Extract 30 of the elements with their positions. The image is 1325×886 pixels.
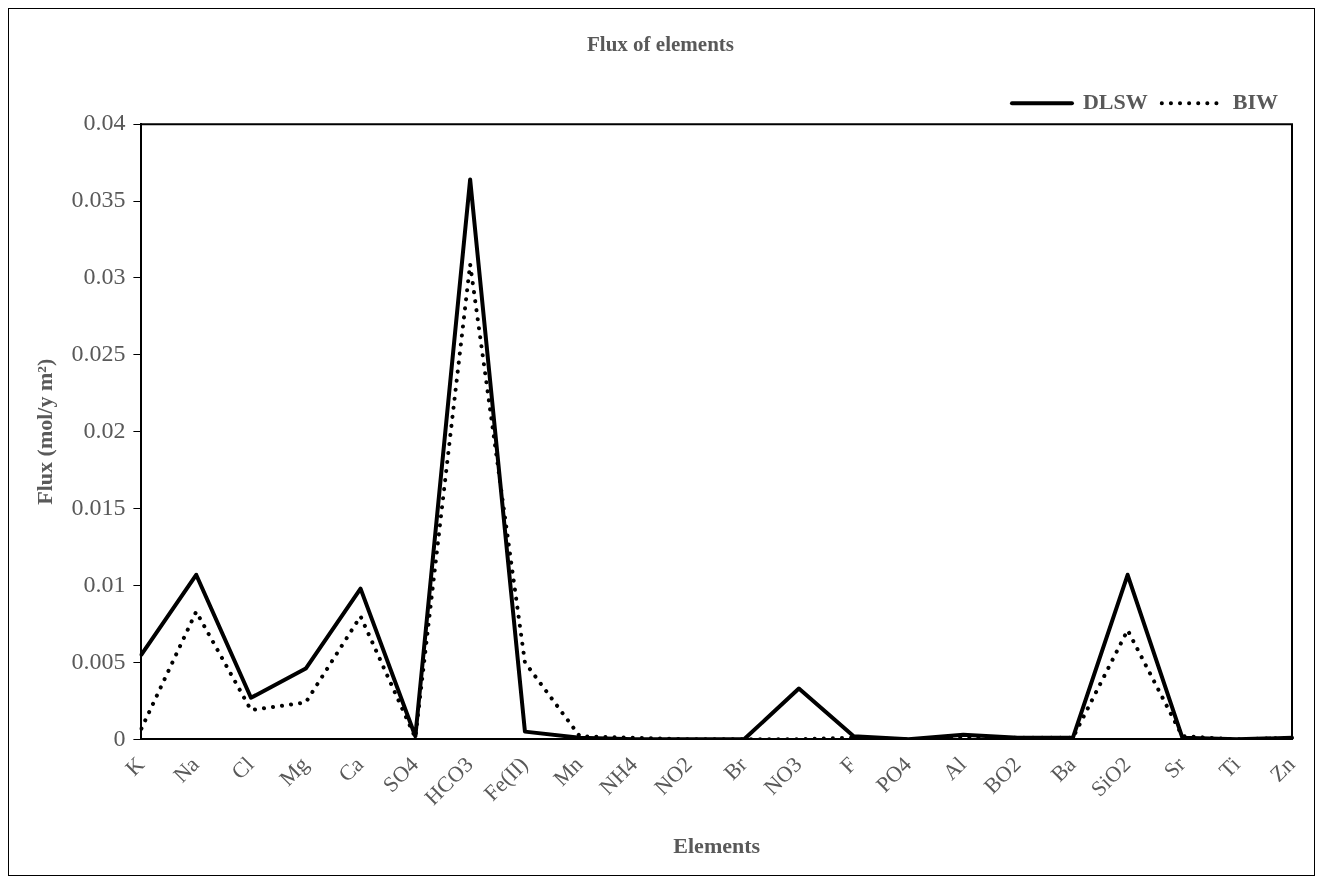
- x-tick-label: Mg: [274, 751, 314, 791]
- x-tick-label: Br: [718, 751, 753, 785]
- x-tick-label: Zn: [1264, 751, 1300, 787]
- legend-label: DLSW: [1082, 88, 1148, 114]
- y-tick-label: 0: [113, 724, 126, 751]
- chart-title: Flux of elements: [587, 32, 734, 57]
- x-tick-label: BO2: [978, 751, 1026, 799]
- y-tick-label: 0.025: [71, 340, 126, 367]
- y-tick-label: 0.01: [83, 570, 126, 597]
- y-tick-label: 0.03: [83, 263, 126, 290]
- x-tick-label: Ti: [1213, 751, 1245, 783]
- y-axis-title: Flux (mol/y m²): [31, 358, 57, 505]
- x-axis-title: Elements: [673, 833, 761, 859]
- x-tick-label: Cl: [226, 751, 259, 784]
- x-tick-label: Mn: [548, 751, 588, 791]
- y-tick-label: 0.005: [71, 647, 126, 674]
- y-tick-label: 0.015: [71, 493, 126, 520]
- x-tick-label: K: [120, 751, 150, 781]
- y-tick-label: 0.02: [83, 417, 126, 444]
- x-tick-label: Al: [937, 751, 971, 785]
- y-tick-label: 0.035: [71, 186, 126, 213]
- x-tick-label: Sr: [1158, 751, 1191, 784]
- y-tick-label: 0.04: [83, 109, 126, 136]
- x-tick-label: PO4: [870, 751, 917, 797]
- x-tick-label: Ba: [1045, 751, 1081, 787]
- x-tick-label: F: [834, 751, 862, 778]
- x-tick-label: SO4: [377, 751, 423, 797]
- legend-label: BIW: [1232, 88, 1279, 114]
- x-tick-label: Ca: [333, 751, 369, 787]
- x-tick-label: Na: [167, 751, 204, 788]
